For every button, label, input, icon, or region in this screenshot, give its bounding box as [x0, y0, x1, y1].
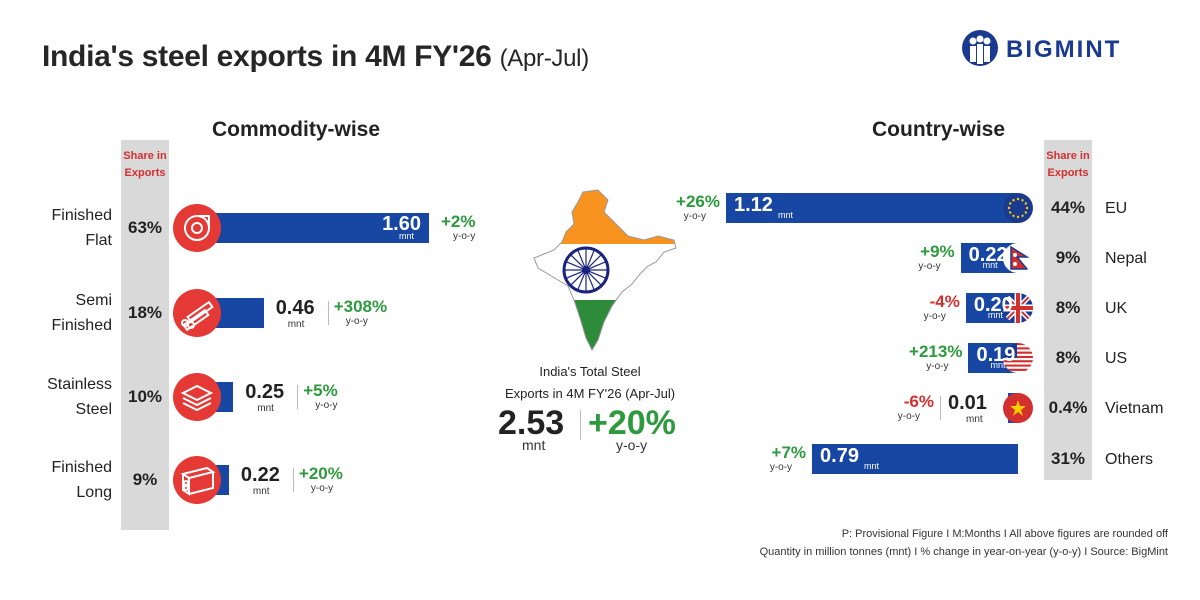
- commodity-share-column: Share in Exports: [121, 140, 169, 530]
- yoy-label: y-o-y: [923, 311, 946, 322]
- yoy-value: -6%: [903, 392, 934, 411]
- yoy-label: y-o-y: [310, 483, 334, 494]
- rebar-bundle-icon: [173, 456, 221, 504]
- yoy-label: y-o-y: [926, 361, 949, 372]
- footnote-1: P: Provisional Figure I M:Months I All a…: [841, 528, 1168, 540]
- total-yoy-label: y-o-y: [616, 437, 648, 453]
- share-value: 9%: [132, 470, 158, 489]
- bar-value-label: 0.22: [240, 464, 280, 486]
- share-value: 8%: [1055, 298, 1081, 317]
- yoy-label: y-o-y: [345, 316, 368, 327]
- yoy-label: y-o-y: [769, 462, 793, 473]
- bar-unit-label: mnt: [982, 260, 998, 270]
- category-label: Finished Flat: [51, 207, 112, 249]
- value-separator: [297, 385, 299, 409]
- total-exports-unit: mnt: [522, 437, 546, 453]
- share-value: 8%: [1055, 348, 1081, 367]
- bar-value-label: 0.20: [973, 294, 1013, 316]
- share-header: Share in Exports: [123, 150, 167, 179]
- yoy-value: +26%: [676, 192, 720, 211]
- bar-unit-label: mnt: [252, 486, 270, 497]
- category-label: Nepal: [1105, 250, 1147, 267]
- bar-value-label: 0.01: [948, 392, 987, 414]
- share-value: 31%: [1050, 449, 1086, 468]
- yoy-value: +213%: [909, 342, 963, 361]
- bar: [197, 213, 429, 243]
- bar: [812, 444, 1018, 474]
- bar: [726, 193, 1018, 223]
- country-share-column: Share in Exports: [1044, 140, 1092, 480]
- brand-name: BIGMINT: [1006, 36, 1122, 63]
- nepal-flag-icon: [1003, 243, 1033, 273]
- category-label: US: [1105, 350, 1128, 367]
- us-flag-icon: [1003, 343, 1033, 373]
- vietnam-flag-icon: [1003, 393, 1033, 423]
- commodity-section-title: Commodity-wise: [212, 118, 381, 141]
- india-map-icon: [533, 189, 677, 352]
- center-caption-line2: Exports in 4M FY'26 (Apr-Jul): [504, 386, 676, 401]
- bar-value-label: 1.60: [382, 213, 421, 235]
- yoy-value: +7%: [771, 443, 807, 462]
- share-value: 10%: [127, 387, 163, 406]
- yoy-value: +2%: [441, 212, 476, 231]
- value-separator: [327, 301, 329, 325]
- page-title: India's steel exports in 4M FY'26 (Apr-J…: [42, 40, 589, 73]
- category-label: Others: [1105, 451, 1154, 468]
- bar-unit-label: mnt: [990, 360, 1006, 370]
- share-value: 44%: [1050, 198, 1086, 217]
- total-yoy-value: +20%: [588, 404, 676, 442]
- yoy-value: -4%: [929, 292, 960, 311]
- yoy-label: y-o-y: [683, 211, 706, 222]
- bigmint-logo-icon: [962, 30, 998, 66]
- yoy-value: +308%: [333, 297, 388, 316]
- value-separator: [292, 468, 294, 492]
- category-label: Stainless Steel: [47, 376, 112, 418]
- bar-value-label: 0.79: [820, 445, 859, 467]
- yoy-value: +9%: [920, 242, 955, 261]
- yoy-label: y-o-y: [897, 411, 920, 422]
- yoy-label: y-o-y: [453, 231, 476, 242]
- bar-value-label: 0.19: [976, 344, 1016, 366]
- center-caption-line1: India's Total Steel: [539, 364, 641, 379]
- yoy-value: +5%: [303, 381, 338, 400]
- bar-unit-label: mnt: [287, 319, 305, 330]
- bigmint-logo: BIGMINT: [960, 28, 1160, 68]
- footnote-2: Quantity in million tonnes (mnt) I % cha…: [759, 546, 1168, 558]
- category-label: Semi Finished: [51, 292, 112, 334]
- category-label: Vietnam: [1105, 400, 1164, 417]
- bar-unit-label: mnt: [966, 414, 983, 425]
- bar-unit-label: mnt: [257, 403, 274, 414]
- share-value: 0.4%: [1048, 398, 1088, 417]
- bar-unit-label: mnt: [778, 210, 794, 220]
- share-header: Share in Exports: [1046, 150, 1090, 179]
- bar-value-label: 1.12: [734, 194, 773, 216]
- yoy-label: y-o-y: [918, 261, 941, 272]
- bar-value-label: 0.46: [275, 297, 315, 319]
- category-label: EU: [1105, 200, 1128, 217]
- center-separator: [580, 410, 581, 440]
- bar-value-label: 0.25: [245, 381, 285, 403]
- yoy-value: +20%: [298, 464, 343, 483]
- category-label: Finished Long: [51, 459, 112, 501]
- bar-unit-label: mnt: [864, 461, 880, 471]
- coil-icon: [173, 204, 221, 252]
- category-label: UK: [1105, 300, 1128, 317]
- bar-unit-label: mnt: [399, 231, 415, 241]
- value-separator: [940, 396, 941, 420]
- uk-flag-icon: [1003, 293, 1033, 323]
- billet-icon: [173, 289, 221, 337]
- sheet-stack-icon: [173, 373, 221, 421]
- yoy-label: y-o-y: [315, 400, 338, 411]
- bar-unit-label: mnt: [987, 310, 1003, 320]
- share-value: 18%: [127, 303, 163, 322]
- total-exports-value: 2.53: [498, 404, 565, 442]
- share-value: 63%: [127, 218, 163, 237]
- eu-flag-icon: [1003, 193, 1033, 223]
- bar-value-label: 0.22: [968, 244, 1008, 266]
- share-value: 9%: [1055, 248, 1081, 267]
- country-section-title: Country-wise: [872, 118, 1006, 141]
